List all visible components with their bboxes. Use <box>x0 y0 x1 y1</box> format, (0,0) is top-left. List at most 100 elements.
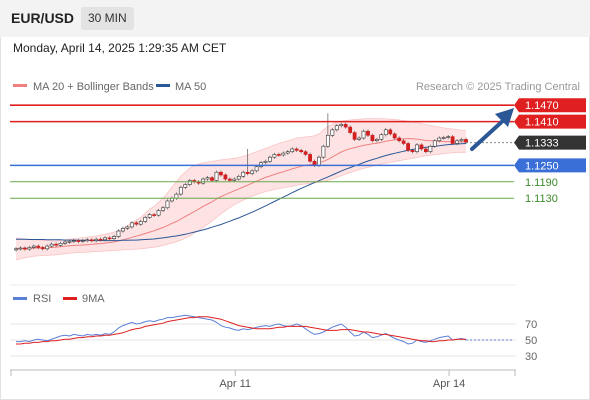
candle <box>419 143 424 151</box>
candle-body <box>401 140 406 144</box>
candle-body <box>89 239 94 242</box>
candle-body <box>201 178 206 184</box>
candle-body <box>250 170 255 174</box>
candle <box>125 225 130 230</box>
candle-body <box>223 174 228 180</box>
candle <box>250 169 255 176</box>
candle <box>129 221 134 229</box>
candle <box>205 176 210 181</box>
candle-body <box>232 178 237 181</box>
candle <box>58 241 63 247</box>
candle-body <box>424 148 428 153</box>
candle <box>406 141 410 152</box>
candle-body <box>152 214 157 216</box>
bollinger-upper-line <box>15 118 467 242</box>
candle <box>223 173 228 181</box>
candle <box>94 237 99 243</box>
candle-body <box>383 129 388 136</box>
candle <box>214 170 219 183</box>
candle <box>143 215 148 224</box>
candle-body <box>370 134 375 142</box>
candle-body <box>138 221 143 225</box>
candle <box>121 226 125 233</box>
candle-body <box>450 136 455 144</box>
level-badge <box>514 114 586 129</box>
candle-body <box>36 245 41 248</box>
candle-body <box>80 240 85 242</box>
candle <box>236 174 241 181</box>
candle-body <box>205 177 210 180</box>
level-resistance: 1.1470 <box>10 98 586 113</box>
candle <box>232 177 237 183</box>
candle <box>401 139 406 146</box>
bollinger-legend-label: MA 20 + Bollinger Bands <box>33 81 154 93</box>
candle-body <box>143 217 148 222</box>
candle-body <box>379 134 384 140</box>
candle-body <box>397 137 402 142</box>
candle <box>156 208 161 217</box>
rsi-9ma-line <box>16 316 466 345</box>
candle <box>281 151 286 157</box>
candle <box>178 185 183 196</box>
candle <box>366 129 370 137</box>
level-support: 1.1130 <box>10 193 558 205</box>
candle <box>98 237 103 242</box>
candle <box>263 159 268 165</box>
datetime-label: Monday, April 14, 2025 1:29:35 AM CET <box>13 41 227 55</box>
candle-body <box>290 148 295 153</box>
candle <box>103 236 108 242</box>
level-badge <box>514 158 586 173</box>
candle-body <box>339 124 344 127</box>
candle-body <box>134 222 139 225</box>
candle-body <box>294 148 299 151</box>
bollinger-lower-line <box>15 151 466 261</box>
timeframe-button[interactable]: 30 MIN <box>81 7 134 30</box>
candle-body <box>125 226 130 229</box>
candle-body <box>419 144 424 150</box>
level-badge <box>514 98 586 113</box>
candle-body <box>272 154 277 158</box>
candle <box>276 152 281 157</box>
candle-body <box>464 139 468 143</box>
candle-body <box>219 171 223 176</box>
candle-body <box>441 137 446 139</box>
candle <box>161 206 165 213</box>
candle <box>352 130 357 142</box>
bollinger-legend-swatch <box>13 84 27 87</box>
candle <box>424 147 428 154</box>
candle <box>183 182 188 189</box>
candle-body <box>410 150 415 153</box>
candle-body <box>45 245 50 250</box>
candle <box>325 113 330 148</box>
time-tick-label: Apr 14 <box>433 378 465 390</box>
candle <box>54 242 58 247</box>
time-axis: Apr 11 Apr 14 <box>219 370 465 390</box>
candle <box>379 133 384 142</box>
candle-body <box>178 186 183 195</box>
candle-body <box>156 210 161 216</box>
ma9-legend-swatch <box>63 297 77 300</box>
candle <box>308 152 312 163</box>
candle <box>85 238 90 243</box>
candle-body <box>361 130 366 139</box>
candle-body <box>241 171 246 177</box>
header-bar: EUR/USD 30 MIN <box>0 0 590 37</box>
candle <box>80 238 85 244</box>
candle-body <box>285 151 290 154</box>
candle-body <box>174 193 179 199</box>
candle <box>23 246 27 251</box>
level-label: 1.1410 <box>525 117 559 129</box>
candle-body <box>317 156 321 166</box>
level-label: 1.1250 <box>525 160 559 172</box>
candle <box>245 148 250 176</box>
candle <box>268 155 272 163</box>
candle <box>455 139 459 146</box>
candle <box>334 124 339 132</box>
candle <box>67 239 72 244</box>
candle <box>374 137 379 143</box>
candle-body <box>334 125 339 131</box>
candle-body <box>210 177 214 181</box>
candle-body <box>67 241 72 243</box>
candle-body <box>147 214 152 218</box>
candle-body <box>459 139 464 142</box>
